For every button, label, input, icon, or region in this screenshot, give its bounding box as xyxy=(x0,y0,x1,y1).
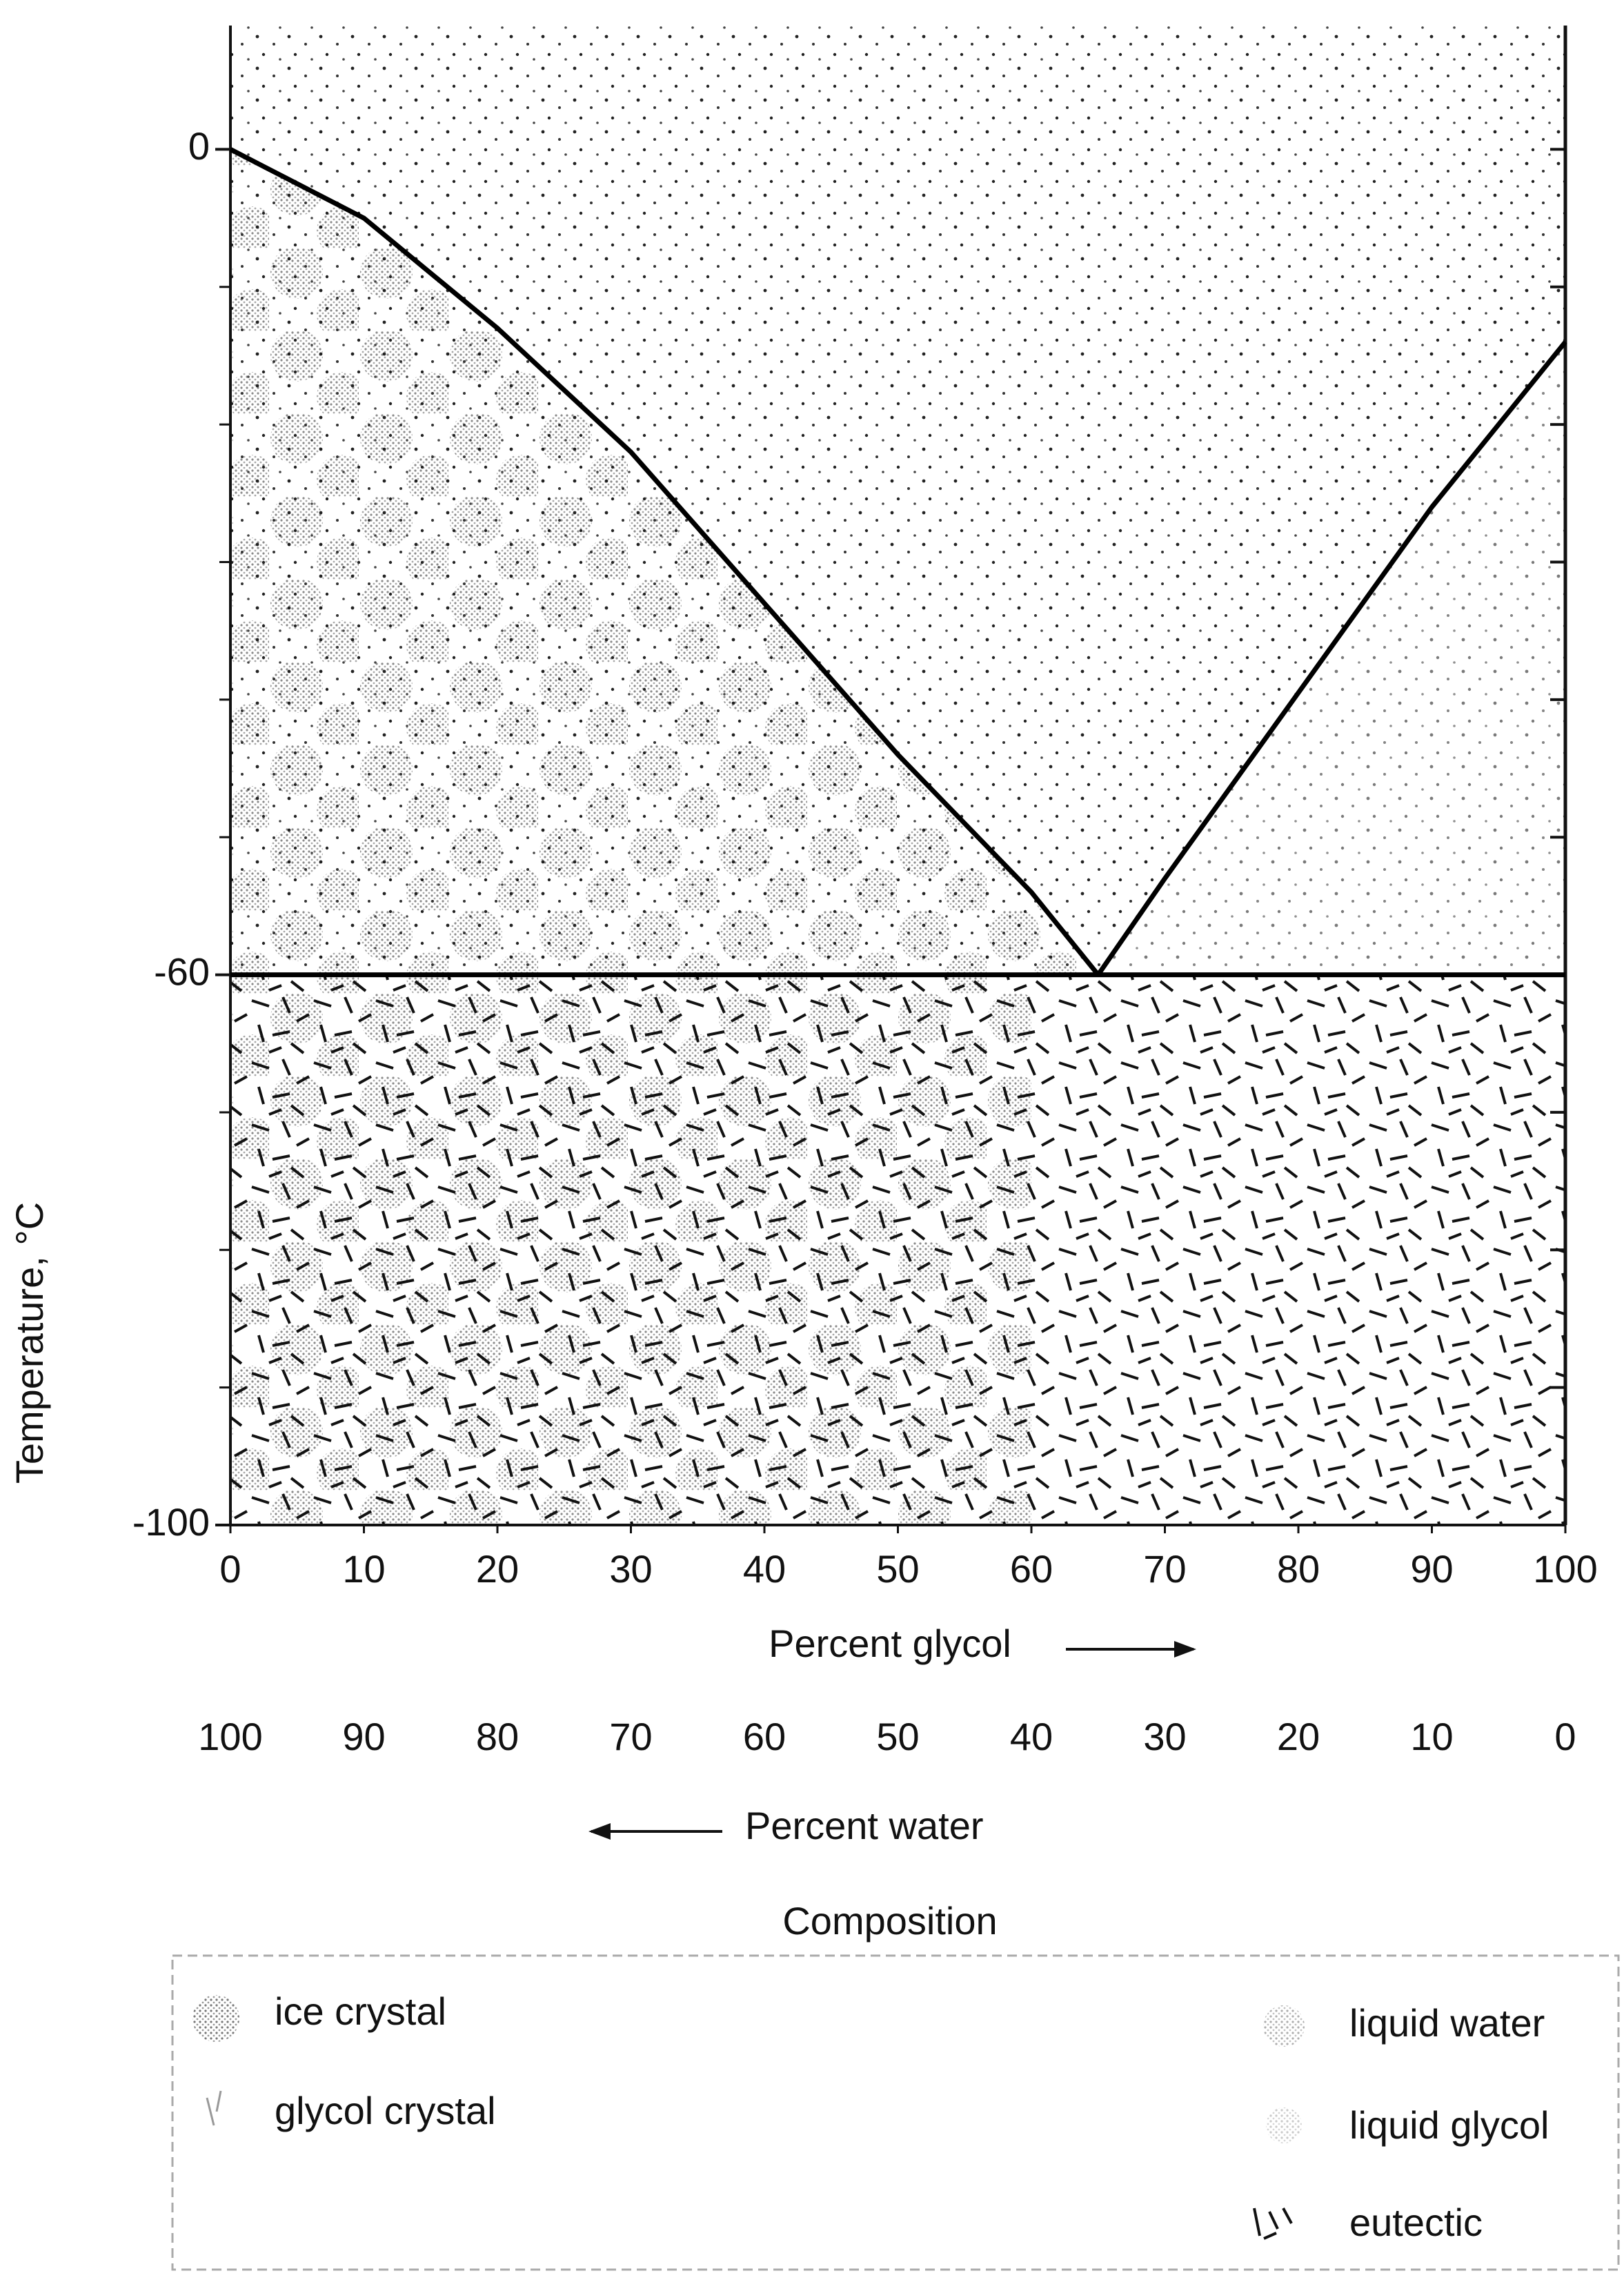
x2-tick-label: 70 xyxy=(609,1715,652,1758)
x-tick-label: 40 xyxy=(743,1547,786,1591)
x2-tick-label: 90 xyxy=(342,1715,385,1758)
x-tick-label: 70 xyxy=(1143,1547,1186,1591)
x-tick-label: 20 xyxy=(476,1547,519,1591)
legend-box xyxy=(171,1954,1620,2271)
x2-tick-label: 80 xyxy=(476,1715,519,1758)
x-axis-label: Percent glycol xyxy=(769,1622,1011,1665)
legend-label: glycol crystal xyxy=(275,2089,496,2132)
legend-swatch-liquid-glycol xyxy=(1266,2107,1302,2143)
eutectic-region xyxy=(230,974,1565,1525)
y-tick-label: -60 xyxy=(154,950,210,993)
x-tick-label: 10 xyxy=(342,1547,385,1591)
x-tick-label: 100 xyxy=(1533,1547,1597,1591)
glycol-liquid-region xyxy=(1098,342,1565,975)
x2-tick-label: 60 xyxy=(743,1715,786,1758)
phase-line xyxy=(1096,340,1567,976)
legend-swatch-ice xyxy=(192,1995,239,2042)
legend-label: liquid glycol xyxy=(1349,2103,1549,2147)
legend-swatch-glycol-crystal xyxy=(206,2090,222,2126)
dash xyxy=(1282,2208,1293,2224)
phase-line xyxy=(229,147,1100,976)
dash xyxy=(1263,2232,1277,2240)
dash xyxy=(1268,2211,1279,2230)
legend-label: eutectic xyxy=(1349,2201,1483,2244)
x-tick-label: 30 xyxy=(609,1547,652,1591)
x-tick-label: 90 xyxy=(1410,1547,1453,1591)
x2-tick-label: 30 xyxy=(1143,1715,1186,1758)
y-tick-label: 0 xyxy=(188,124,210,168)
y-tick-label: -100 xyxy=(132,1500,210,1544)
y-axis-label: Temperature, °C xyxy=(8,1202,51,1484)
legend-swatch-eutectic xyxy=(1253,2208,1293,2240)
ice-region-dots xyxy=(230,149,1098,975)
axes xyxy=(215,26,1567,1533)
x-tick-label: 50 xyxy=(876,1547,919,1591)
x2-tick-label: 20 xyxy=(1277,1715,1320,1758)
dash xyxy=(1253,2208,1261,2236)
x2-tick-label: 10 xyxy=(1410,1715,1453,1758)
x2-tick-label: 50 xyxy=(876,1715,919,1758)
x-tick-label: 80 xyxy=(1277,1547,1320,1591)
x2-tick-label: 40 xyxy=(1010,1715,1053,1758)
x2-axis-label: Percent water xyxy=(745,1804,984,1847)
x-tick-label: 0 xyxy=(219,1547,241,1591)
legend-label: liquid water xyxy=(1349,2001,1545,2045)
legend-swatch-liquid-water xyxy=(1263,2005,1305,2047)
x-tick-label: 60 xyxy=(1010,1547,1053,1591)
x2-tick-label: 0 xyxy=(1554,1715,1576,1758)
caption: Composition xyxy=(782,1899,997,1943)
regions xyxy=(230,26,1565,1525)
liquid-region xyxy=(230,26,1565,975)
x2-tick-label: 100 xyxy=(198,1715,262,1758)
legend-label: ice crystal xyxy=(275,1989,446,2033)
